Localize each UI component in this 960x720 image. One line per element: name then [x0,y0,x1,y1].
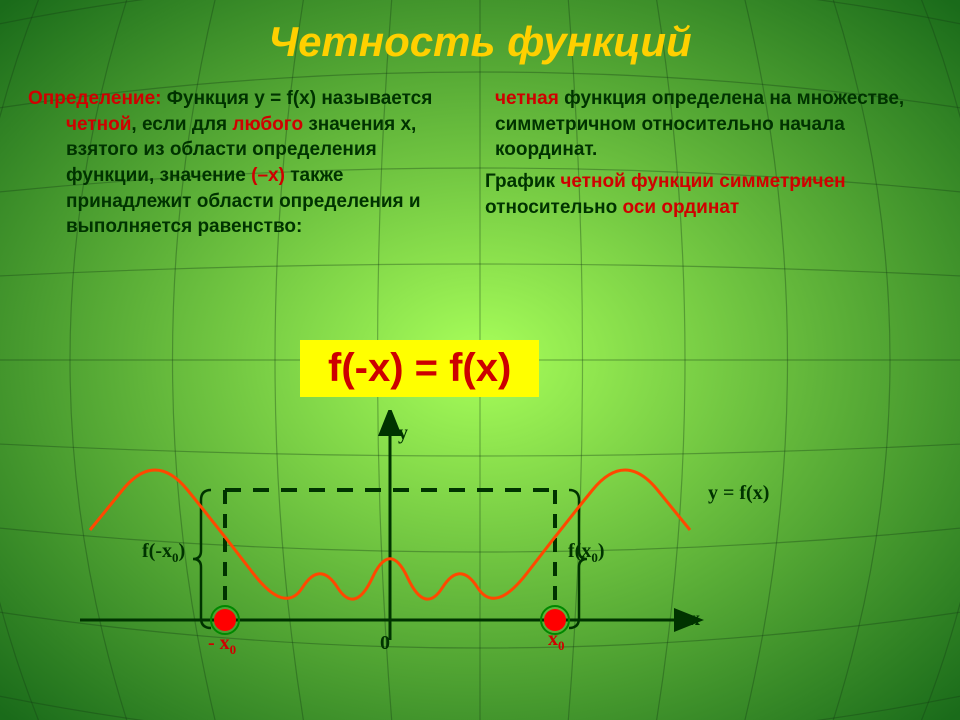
chart-area: y x 0 x0 - x0 f(x0) f(-x0) y = f(x) [50,410,910,700]
f-x0-label: f(x0) [568,540,605,566]
slide-content: Четность функций Определение: Функция у … [0,0,960,720]
x0-label: x0 [548,628,565,654]
right-red-3: оси ординат [623,197,740,218]
left-red-1: четной [66,114,131,135]
right-text-2c: относительно [485,197,623,218]
text-columns: Определение: Функция у = f(x) называется… [28,86,932,240]
right-text-2a: График [485,171,560,192]
left-red-2: любого [232,114,303,135]
origin-label: 0 [380,632,390,655]
x-axis-label: x [690,608,700,631]
formula-box: f(-x) = f(x) [300,340,539,397]
neg-x0-label: - x0 [208,632,236,658]
right-column: четная функция определена на множестве, … [495,86,932,240]
left-column: Определение: Функция у = f(x) называется… [28,86,465,240]
right-red-2: четной функции симметричен [560,171,845,192]
left-red-3: (–х) [251,165,285,186]
left-indent: четной, если для любого значения х, взят… [66,112,465,240]
f-neg-x0-label: f(-x0) [142,540,185,566]
right-red-1: четная [495,88,559,109]
definition-label: Определение: [28,88,162,109]
right-line-2: График четной функции симметричен относи… [485,169,932,220]
curve-label: y = f(x) [708,482,769,505]
left-text-1: Функция у = f(x) называется [162,88,433,109]
y-axis-label: y [398,422,408,445]
page-title: Четность функций [28,18,932,66]
left-text-2: , если для [131,114,232,135]
